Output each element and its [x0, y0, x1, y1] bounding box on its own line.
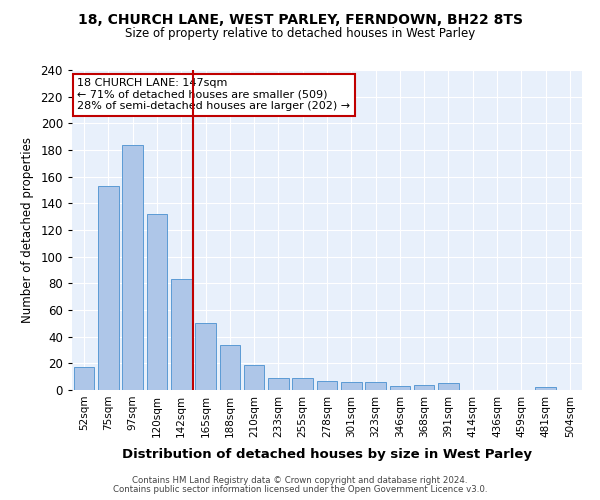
Bar: [535, 388, 556, 390]
Bar: [220, 344, 240, 390]
Bar: [74, 368, 94, 390]
Text: Size of property relative to detached houses in West Parley: Size of property relative to detached ho…: [125, 28, 475, 40]
Text: Contains public sector information licensed under the Open Government Licence v3: Contains public sector information licen…: [113, 485, 487, 494]
Bar: [268, 378, 289, 390]
Bar: [317, 380, 337, 390]
Bar: [414, 384, 434, 390]
Bar: [341, 382, 362, 390]
Text: 18, CHURCH LANE, WEST PARLEY, FERNDOWN, BH22 8TS: 18, CHURCH LANE, WEST PARLEY, FERNDOWN, …: [77, 12, 523, 26]
Text: Contains HM Land Registry data © Crown copyright and database right 2024.: Contains HM Land Registry data © Crown c…: [132, 476, 468, 485]
Bar: [292, 378, 313, 390]
Bar: [146, 214, 167, 390]
Bar: [244, 364, 265, 390]
Bar: [389, 386, 410, 390]
Bar: [438, 384, 459, 390]
X-axis label: Distribution of detached houses by size in West Parley: Distribution of detached houses by size …: [122, 448, 532, 461]
Bar: [171, 280, 191, 390]
Y-axis label: Number of detached properties: Number of detached properties: [20, 137, 34, 323]
Bar: [98, 186, 119, 390]
Bar: [122, 144, 143, 390]
Bar: [195, 324, 216, 390]
Text: 18 CHURCH LANE: 147sqm
← 71% of detached houses are smaller (509)
28% of semi-de: 18 CHURCH LANE: 147sqm ← 71% of detached…: [77, 78, 350, 111]
Bar: [365, 382, 386, 390]
